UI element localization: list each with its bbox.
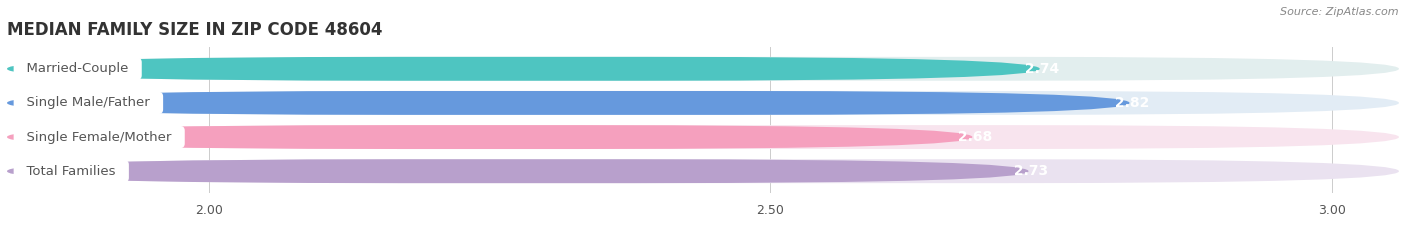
FancyBboxPatch shape [7, 125, 973, 149]
Text: 2.73: 2.73 [1010, 164, 1047, 178]
Text: Single Male/Father: Single Male/Father [18, 96, 159, 110]
Text: Source: ZipAtlas.com: Source: ZipAtlas.com [1281, 7, 1399, 17]
Text: 2.82: 2.82 [1109, 96, 1149, 110]
FancyBboxPatch shape [7, 91, 1129, 115]
Text: Single Female/Mother: Single Female/Mother [18, 130, 180, 144]
FancyBboxPatch shape [7, 57, 1040, 81]
Text: 2.74: 2.74 [1021, 62, 1059, 76]
FancyBboxPatch shape [7, 159, 1029, 183]
FancyBboxPatch shape [7, 91, 1399, 115]
Text: Total Families: Total Families [18, 165, 124, 178]
FancyBboxPatch shape [7, 57, 1399, 81]
Text: MEDIAN FAMILY SIZE IN ZIP CODE 48604: MEDIAN FAMILY SIZE IN ZIP CODE 48604 [7, 21, 382, 39]
FancyBboxPatch shape [7, 159, 1399, 183]
Text: Married-Couple: Married-Couple [18, 62, 138, 75]
FancyBboxPatch shape [7, 125, 1399, 149]
Text: 2.68: 2.68 [953, 130, 993, 144]
